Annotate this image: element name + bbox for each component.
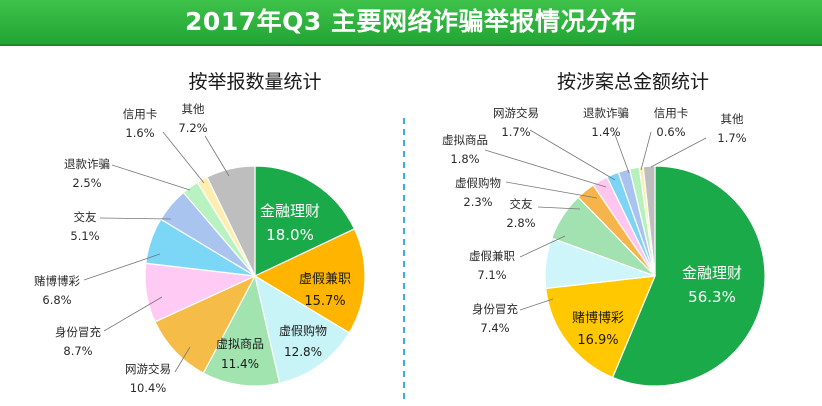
leader-line <box>99 217 172 220</box>
pie-slice <box>202 274 281 387</box>
slice-label: 虚拟商品 <box>216 336 264 351</box>
pie-slice <box>154 274 257 374</box>
leader-line <box>162 131 205 184</box>
leader-line <box>537 206 581 210</box>
slice-label: 其他 <box>721 112 744 126</box>
title-banner <box>0 0 822 46</box>
slice-value: 1.7% <box>717 131 746 145</box>
slice-value: 16.9% <box>577 333 618 348</box>
slice-label: 信用卡 <box>654 106 689 120</box>
slice-label: 虚假购物 <box>279 323 327 338</box>
slice-label: 虚假兼职 <box>469 249 515 263</box>
leader-line <box>484 149 607 188</box>
slice-value: 2.3% <box>463 195 492 209</box>
slice-label: 身份冒充 <box>55 325 101 339</box>
pie-slice <box>545 275 656 379</box>
slice-value: 7.1% <box>477 268 506 282</box>
slice-value: 5.1% <box>70 229 99 243</box>
leader-line <box>83 253 161 281</box>
leader-line <box>174 346 191 373</box>
slice-label: 交友 <box>510 197 533 211</box>
page-title: 2017年Q3 主要网络诈骗举报情况分布 <box>185 7 637 36</box>
slice-value: 7.2% <box>178 121 207 135</box>
slice-value: 11.4% <box>221 357 259 371</box>
leader-line <box>505 181 598 199</box>
slice-value: 1.7% <box>501 125 530 139</box>
slice-label: 赌博博彩 <box>572 311 624 326</box>
slice-label: 退款诈骗 <box>583 106 629 120</box>
leader-line <box>650 137 707 168</box>
slice-label: 信用卡 <box>123 107 158 121</box>
leader-line <box>111 164 191 191</box>
pie-title: 按举报数量统计 <box>188 71 321 93</box>
slice-value: 8.7% <box>63 344 92 358</box>
leader-line <box>519 235 566 258</box>
leader-line <box>204 135 230 177</box>
slice-label: 虚假购物 <box>455 176 501 190</box>
slice-value: 12.8% <box>284 345 322 359</box>
slice-value: 1.6% <box>125 126 154 140</box>
slice-label: 退款诈骗 <box>64 157 110 171</box>
slice-label: 网游交易 <box>493 106 539 120</box>
slice-label: 网游交易 <box>125 362 171 376</box>
slice-label: 其他 <box>182 102 205 116</box>
slice-value: 6.8% <box>42 293 71 307</box>
pie-slice <box>642 165 656 277</box>
pie-slice <box>206 165 256 277</box>
slice-value: 18.0% <box>266 226 314 244</box>
slice-label: 虚拟商品 <box>442 133 488 147</box>
slice-label: 赌博博彩 <box>34 274 80 288</box>
slice-value: 1.8% <box>450 152 479 166</box>
slice-label: 虚假兼职 <box>299 272 351 287</box>
slice-label: 金融理财 <box>682 264 742 282</box>
pie-slice <box>253 228 366 334</box>
pie-slice <box>254 165 356 277</box>
pie-slice <box>611 165 766 387</box>
slice-value: 2.8% <box>506 216 535 230</box>
pie-slice <box>254 274 351 384</box>
leader-line <box>103 296 163 332</box>
slice-value: 2.5% <box>72 176 101 190</box>
slice-value: 1.4% <box>591 125 620 139</box>
slice-value: 15.7% <box>304 294 345 309</box>
slice-label: 金融理财 <box>260 202 320 220</box>
slice-label: 身份冒充 <box>472 302 518 316</box>
pie-title: 按涉案总金额统计 <box>557 71 709 93</box>
leader-line <box>613 131 630 174</box>
slice-value: 10.4% <box>130 381 167 395</box>
slice-label: 交友 <box>74 210 97 224</box>
slice-value: 7.4% <box>480 321 509 335</box>
leader-line <box>529 129 616 181</box>
slice-value: 0.6% <box>656 125 685 139</box>
slice-value: 56.3% <box>688 288 736 306</box>
leader-line <box>640 131 652 171</box>
leader-line <box>519 298 554 311</box>
